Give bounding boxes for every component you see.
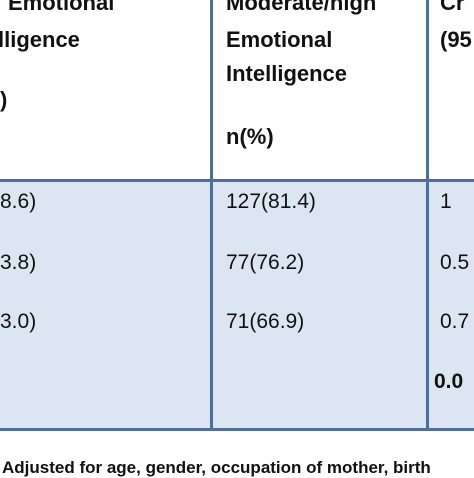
row1-col2: 127(81.4)	[226, 190, 316, 213]
table-bottom-rule	[0, 428, 474, 431]
row3-col2: 71(66.9)	[226, 310, 305, 333]
header-col3-line1: Cr	[440, 0, 465, 15]
row2-col2: 77(76.2)	[226, 251, 305, 274]
row1-col1: 8.6)	[0, 190, 37, 213]
row3-col1: 3.0)	[0, 310, 37, 333]
column-divider-2	[426, 0, 429, 431]
header-col2-line3: Intelligence	[226, 61, 348, 86]
header-col2-line1: Moderate/high	[226, 0, 377, 15]
header-bottom-rule	[0, 179, 474, 182]
row1-col3: 1	[440, 190, 452, 213]
header-col2-line4: n(%)	[226, 124, 274, 149]
header-col1-line3: )	[0, 87, 8, 112]
header-col3-line2: (95	[440, 27, 472, 52]
table-body-background	[0, 182, 474, 428]
row4-col3: 0.0	[434, 370, 464, 393]
column-divider-1	[210, 0, 213, 431]
header-col2-line2: Emotional	[226, 27, 333, 52]
row3-col3: 0.7	[440, 310, 470, 333]
table-footnote: Adjusted for age, gender, occupation of …	[2, 458, 431, 477]
header-col1-line2: lligence	[0, 27, 80, 52]
row2-col3: 0.5	[440, 251, 470, 274]
header-col1-line1: Emotional	[8, 0, 115, 15]
row2-col1: 3.8)	[0, 251, 37, 274]
